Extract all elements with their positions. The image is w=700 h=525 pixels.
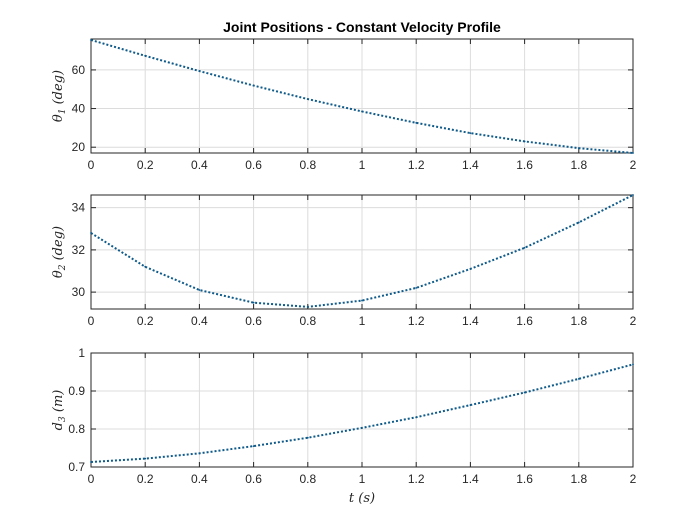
data-point xyxy=(198,289,201,291)
x-axis-label: t (s) xyxy=(349,491,375,506)
chart-title: Joint Positions - Constant Velocity Prof… xyxy=(223,19,501,35)
x-tick-label: 1.2 xyxy=(408,472,425,486)
data-point xyxy=(90,39,92,41)
x-tick-label: 1.4 xyxy=(462,472,479,486)
y-tick-label: 30 xyxy=(72,285,86,299)
x-tick-label: 0.4 xyxy=(191,472,208,486)
data-point xyxy=(523,140,526,143)
x-tick-label: 0.6 xyxy=(245,472,262,486)
axes-frame xyxy=(90,194,634,310)
subplot-3: 0 0.2 0.4 0.6 0.8 1 1.2 1.4 1.6 1.8 2 0.7 0.8 0.9 1 d3 … xyxy=(51,346,637,506)
x-tick-label: 1.8 xyxy=(570,314,587,328)
axes-frame xyxy=(90,352,634,468)
x-tick-label: 1.4 xyxy=(462,158,479,172)
data-point xyxy=(144,457,147,460)
subplot-1: 0 0.2 0.4 0.6 0.8 1 1.2 1.4 1.6 1.8 2 20 40 60 θ1 (deg… xyxy=(51,38,637,172)
x-tick-label: 1.2 xyxy=(408,314,425,328)
data-point xyxy=(523,246,526,249)
x-tick-label: 0.6 xyxy=(245,314,262,328)
data-point xyxy=(632,194,634,196)
x-tick-label: 2 xyxy=(630,158,637,172)
data-point xyxy=(144,265,147,268)
x-tick-label: 0.6 xyxy=(245,158,262,172)
x-tick-label: 1 xyxy=(359,158,366,172)
data-point xyxy=(361,299,363,302)
data-point xyxy=(361,110,363,113)
x-tick-label: 1.6 xyxy=(516,472,533,486)
data-point xyxy=(415,121,418,124)
y-tick-label: 32 xyxy=(72,243,86,257)
x-tick-label: 1.8 xyxy=(570,158,587,172)
y-axis-label: d3 (m) xyxy=(51,390,68,431)
x-tick-label: 0.4 xyxy=(191,158,208,172)
x-tick-label: 0 xyxy=(88,314,95,328)
y-tick-label: 60 xyxy=(72,63,86,77)
x-tick-label: 1 xyxy=(359,314,366,328)
data-point xyxy=(361,426,363,429)
data-point xyxy=(90,232,92,234)
x-tick-label: 0 xyxy=(88,472,95,486)
data-point xyxy=(632,363,634,366)
y-tick-label: 0.8 xyxy=(68,422,85,436)
data-point xyxy=(415,416,418,419)
x-tick-label: 1.8 xyxy=(570,472,587,486)
y-axis-label: θ1 (deg) xyxy=(51,70,68,122)
data-point xyxy=(252,84,255,87)
y-tick-label: 20 xyxy=(72,140,86,154)
y-tick-label: 0.7 xyxy=(68,460,85,474)
x-tick-label: 0.8 xyxy=(299,314,316,328)
y-tick-label: 1 xyxy=(78,346,85,360)
data-point xyxy=(198,452,201,455)
data-point xyxy=(469,404,472,406)
subplot-2: 0 0.2 0.4 0.6 0.8 1 1.2 1.4 1.6 1.8 2 30 32 34 θ2 (deg… xyxy=(51,194,637,328)
x-tick-label: 0.2 xyxy=(137,158,154,172)
x-tick-label: 2 xyxy=(630,314,637,328)
data-point xyxy=(306,98,309,100)
y-tick-label: 34 xyxy=(72,201,86,215)
data-point xyxy=(523,391,526,394)
x-tick-label: 0.2 xyxy=(137,472,154,486)
data-point xyxy=(577,221,580,224)
data-point xyxy=(144,54,147,57)
x-tick-label: 2 xyxy=(630,472,637,486)
data-point xyxy=(577,147,580,150)
data-point xyxy=(90,461,92,463)
data-point xyxy=(252,445,255,447)
y-tick-label: 40 xyxy=(72,102,86,116)
data-point xyxy=(577,377,580,380)
y-axis-label: θ2 (deg) xyxy=(51,226,68,278)
x-tick-label: 1.2 xyxy=(408,158,425,172)
data-point xyxy=(415,286,418,289)
axes-frame xyxy=(90,38,634,154)
x-tick-label: 0.4 xyxy=(191,314,208,328)
data-point xyxy=(306,436,309,439)
x-tick-label: 0.8 xyxy=(299,158,316,172)
data-point xyxy=(469,132,472,134)
data-point xyxy=(306,305,309,308)
data-point xyxy=(198,70,201,72)
data-point xyxy=(632,152,634,154)
data-point xyxy=(469,267,472,270)
y-tick-label: 0.9 xyxy=(68,384,85,398)
x-tick-label: 1 xyxy=(359,472,366,486)
x-tick-label: 1.6 xyxy=(516,314,533,328)
x-tick-label: 1.6 xyxy=(516,158,533,172)
x-tick-label: 0.2 xyxy=(137,314,154,328)
x-tick-label: 0.8 xyxy=(299,472,316,486)
x-tick-label: 1.4 xyxy=(462,314,479,328)
x-tick-label: 0 xyxy=(88,158,95,172)
data-point xyxy=(252,301,255,304)
